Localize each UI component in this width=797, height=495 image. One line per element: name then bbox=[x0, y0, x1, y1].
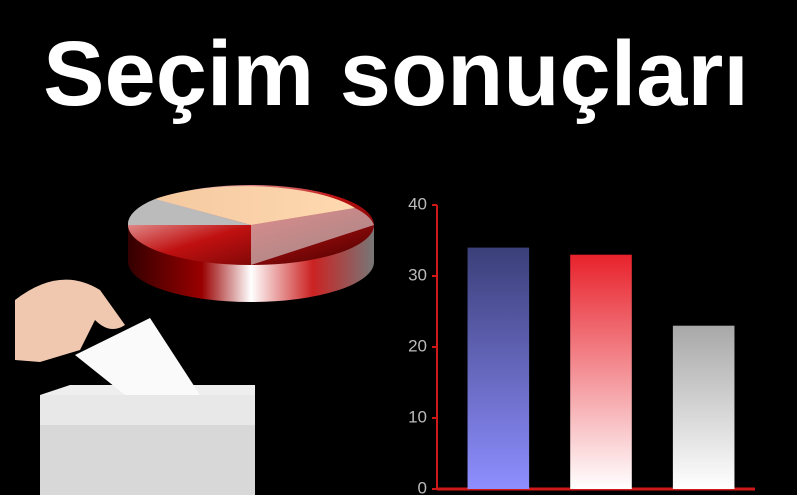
bar bbox=[672, 325, 735, 489]
ballot-illustration bbox=[15, 279, 255, 495]
y-tick-label: 40 bbox=[408, 194, 427, 213]
y-tick-label: 0 bbox=[418, 478, 427, 495]
y-tick-label: 10 bbox=[408, 407, 427, 426]
bar bbox=[570, 254, 632, 489]
y-tick-label: 20 bbox=[408, 336, 427, 355]
pie-illustration bbox=[127, 185, 374, 302]
bar bbox=[467, 247, 530, 489]
chart-title: Seçim sonuçları bbox=[43, 23, 749, 125]
y-tick-label: 30 bbox=[408, 265, 427, 284]
